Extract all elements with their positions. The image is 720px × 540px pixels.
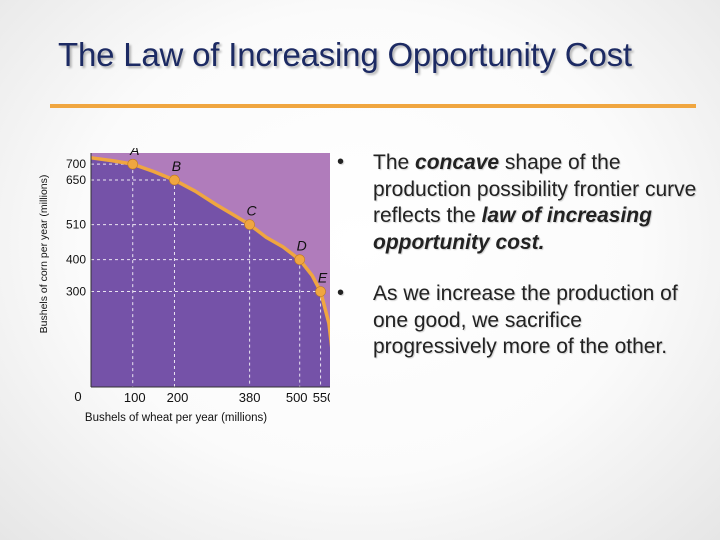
y-tick-label-300: 300 — [66, 284, 86, 298]
point-c — [244, 219, 255, 230]
ppf-curve — [90, 156, 330, 348]
y-tick-label-400: 400 — [66, 253, 86, 267]
y-tick-label-650: 650 — [66, 173, 86, 187]
point-label-d: D — [297, 238, 307, 254]
point-label-c: C — [247, 203, 258, 219]
bullet-emphasis-concave: concave — [415, 151, 500, 174]
title-underline — [50, 104, 696, 108]
bullet-text-1b: shape of the production possibility fron… — [373, 151, 697, 227]
slide-title: The Law of Increasing Opportunity Cost — [58, 36, 632, 73]
point-a — [127, 158, 139, 170]
point-b — [169, 174, 180, 186]
x-axis-label: Bushels of wheat per year (millions) — [85, 412, 267, 424]
bullet-dot-icon: • — [337, 282, 345, 304]
point-e — [315, 286, 326, 297]
point-label-b: B — [172, 158, 181, 174]
bullet-dot-icon: • — [337, 151, 345, 173]
bullet-text-2: As we increase the production of one goo… — [373, 282, 678, 358]
bullet-text-1a: The — [373, 151, 416, 174]
y-tick-label-510: 510 — [66, 218, 86, 232]
x-tick-label-500: 500 — [286, 390, 308, 405]
y-tick-label-700: 700 — [66, 157, 86, 171]
bullet-item-increase: • As we increase the production of one g… — [337, 281, 697, 361]
point-d — [294, 254, 305, 265]
bullet-emphasis-law: law of increasing opportunity cost. — [373, 204, 652, 254]
x-tick-label-550: 550 — [313, 390, 330, 405]
point-label-e: E — [318, 269, 328, 285]
x-tick-label-380: 380 — [239, 390, 261, 405]
ppf-chart: Bushels of corn per year (millions) Bush… — [38, 148, 330, 424]
x-tick-label-200: 200 — [167, 390, 189, 405]
y-axis-label: Bushels of corn per year (millions) — [38, 175, 50, 334]
origin-label: 0 — [74, 389, 81, 404]
bullet-item-concave: • The concave shape of the production po… — [337, 150, 697, 256]
point-label-a: A — [129, 148, 139, 158]
region-attainable — [91, 157, 330, 387]
bullet-list: • The concave shape of the production po… — [337, 150, 697, 361]
x-tick-label-100: 100 — [124, 390, 146, 405]
